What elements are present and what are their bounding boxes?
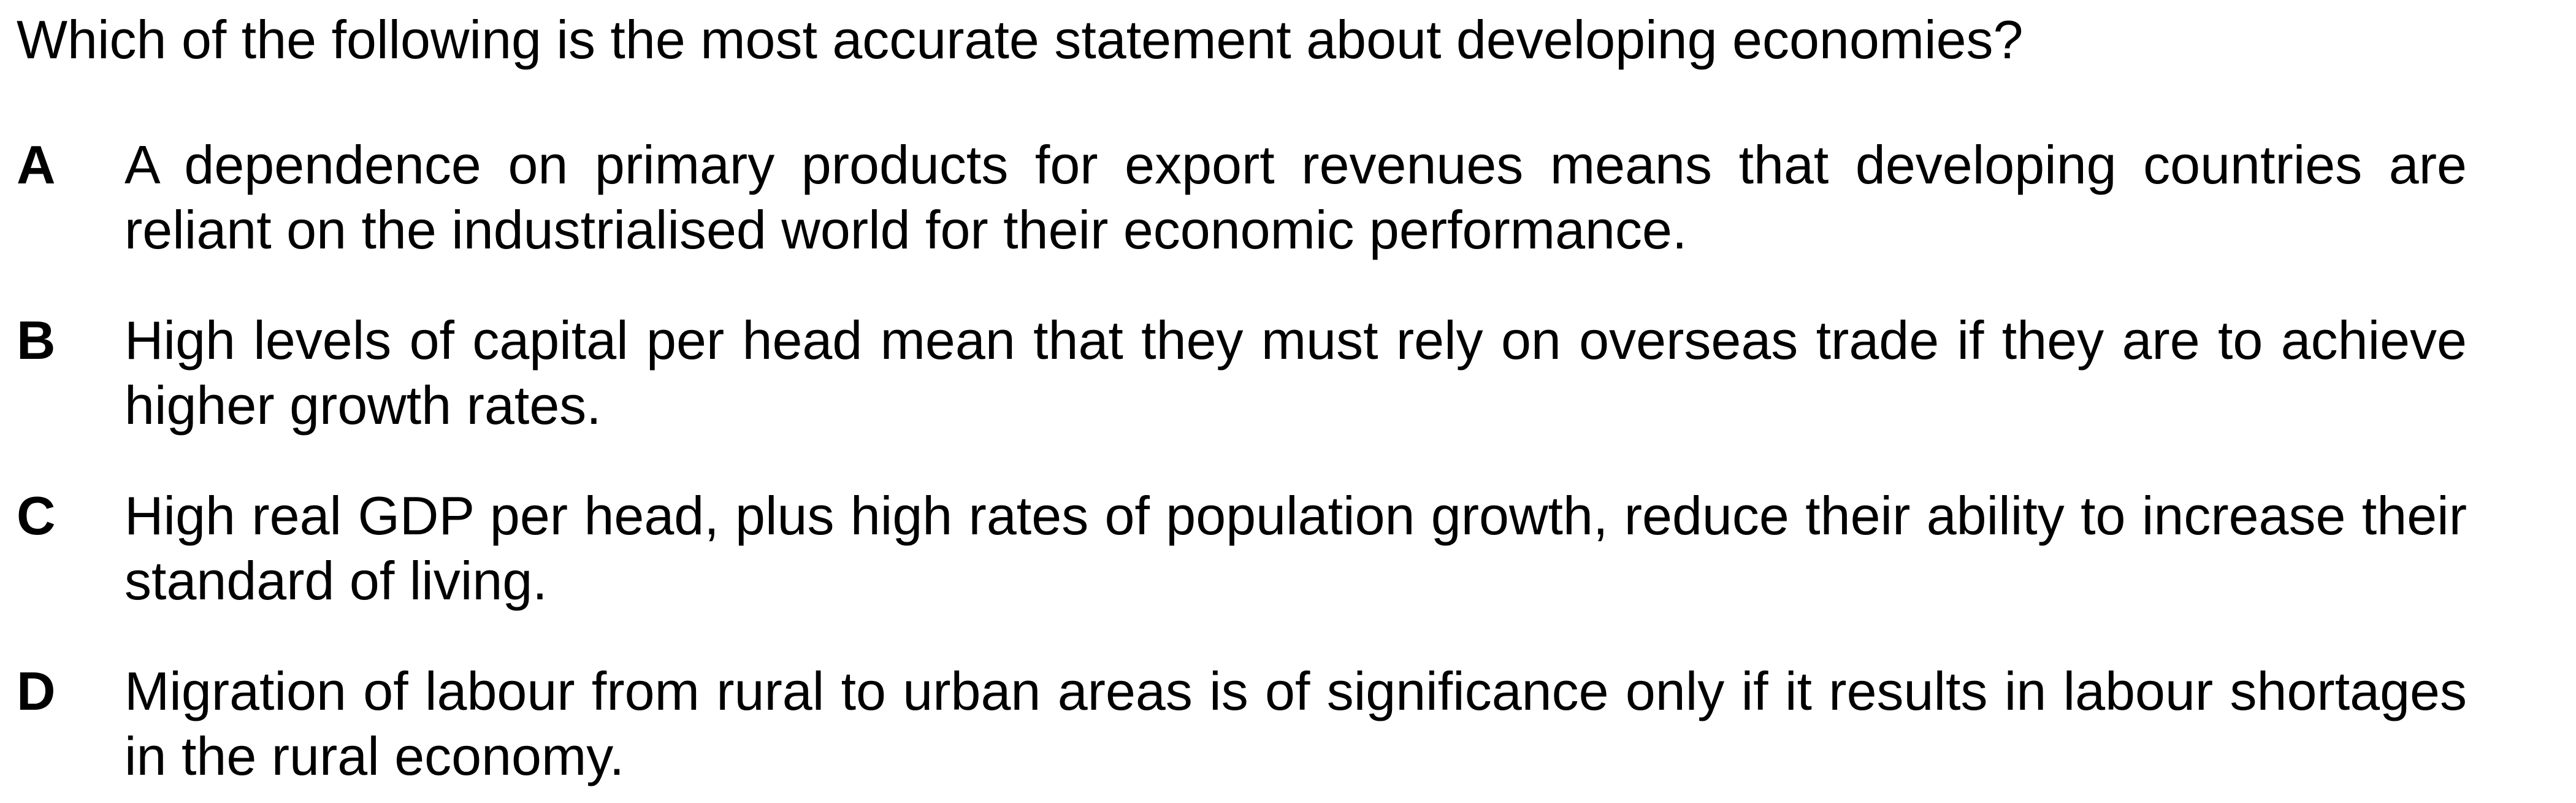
option-d-letter: D <box>17 661 56 721</box>
option-c-letter: C <box>17 485 56 546</box>
option-c-text: High real GDP per head, plus high rates … <box>124 485 2467 611</box>
option-b-text: High levels of capital per head mean tha… <box>124 310 2467 436</box>
option-d-text: Migration of labour from rural to urban … <box>124 661 2467 786</box>
option-b-letter: B <box>17 310 56 371</box>
question-stem: Which of the following is the most accur… <box>17 9 2024 70</box>
option-a-letter: A <box>17 134 56 195</box>
option-a-text: A dependence on primary products for exp… <box>124 134 2467 260</box>
